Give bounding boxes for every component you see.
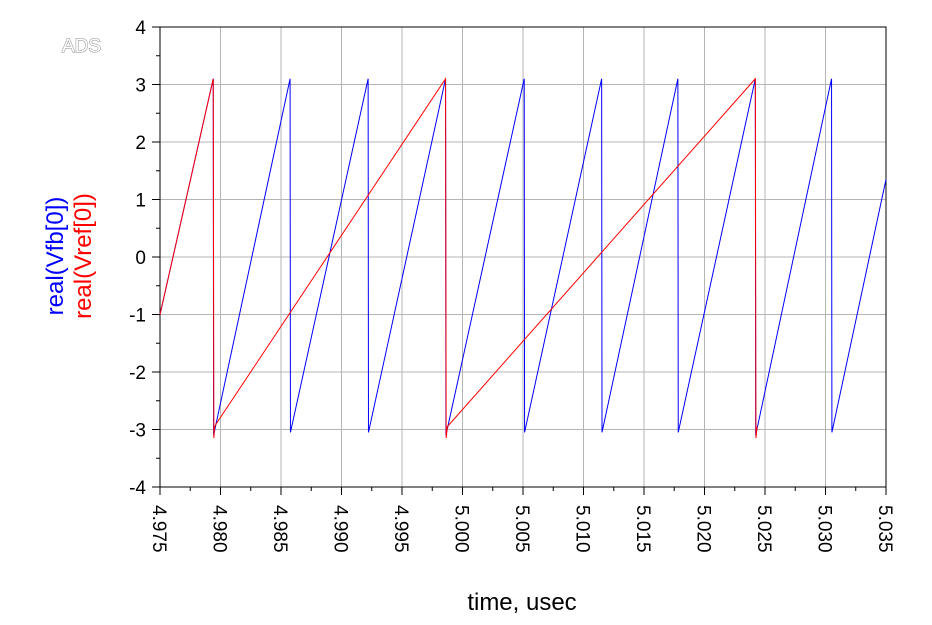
x-tick-label: 4.990 <box>330 505 351 553</box>
y-tick-label: 2 <box>135 133 146 154</box>
series-layer <box>159 77 887 439</box>
x-tick-label: 5.020 <box>693 505 714 553</box>
x-tick-label: 4.975 <box>148 505 169 553</box>
series-line <box>159 77 758 439</box>
y-axis-title: real(Vfb[0]) real(Vref[0]) <box>42 193 97 319</box>
tick-marks <box>152 26 887 495</box>
y-tick-label: 4 <box>135 18 146 39</box>
y-tick-label: 1 <box>135 191 146 212</box>
x-tick-label: 5.035 <box>874 505 895 553</box>
x-tick-label: 5.010 <box>572 505 593 553</box>
y-tick-label: 3 <box>135 76 146 97</box>
y-tick-label: -1 <box>129 306 146 327</box>
y-axis-title-line: real(Vfb[0]) <box>42 197 69 316</box>
x-tick-label: 4.980 <box>209 505 230 553</box>
x-tick-label: 5.025 <box>753 505 774 553</box>
x-tick-label: 5.000 <box>451 505 472 553</box>
watermark: ADS <box>62 36 101 57</box>
x-tick-label: 5.015 <box>632 505 653 553</box>
y-axis-title-line: real(Vref[0]) <box>70 193 97 319</box>
y-tick-label: -4 <box>129 478 146 499</box>
y-tick-label: -2 <box>129 363 146 384</box>
x-tick-label: 4.995 <box>390 505 411 553</box>
y-tick-label: -3 <box>129 421 146 442</box>
x-axis-title: time, usec <box>467 589 576 616</box>
x-tick-labels: 4.975 4.980 4.985 4.990 4.995 5.000 5.005 5.010… <box>148 505 895 553</box>
x-tick-label: 5.030 <box>814 505 835 553</box>
y-tick-label: 0 <box>135 248 146 269</box>
grid <box>159 26 887 488</box>
y-tick-labels: -4 -3 -2 -1 0 1 2 3 4 <box>129 18 146 499</box>
x-tick-label: 5.005 <box>511 505 532 553</box>
x-tick-label: 4.985 <box>269 505 290 553</box>
